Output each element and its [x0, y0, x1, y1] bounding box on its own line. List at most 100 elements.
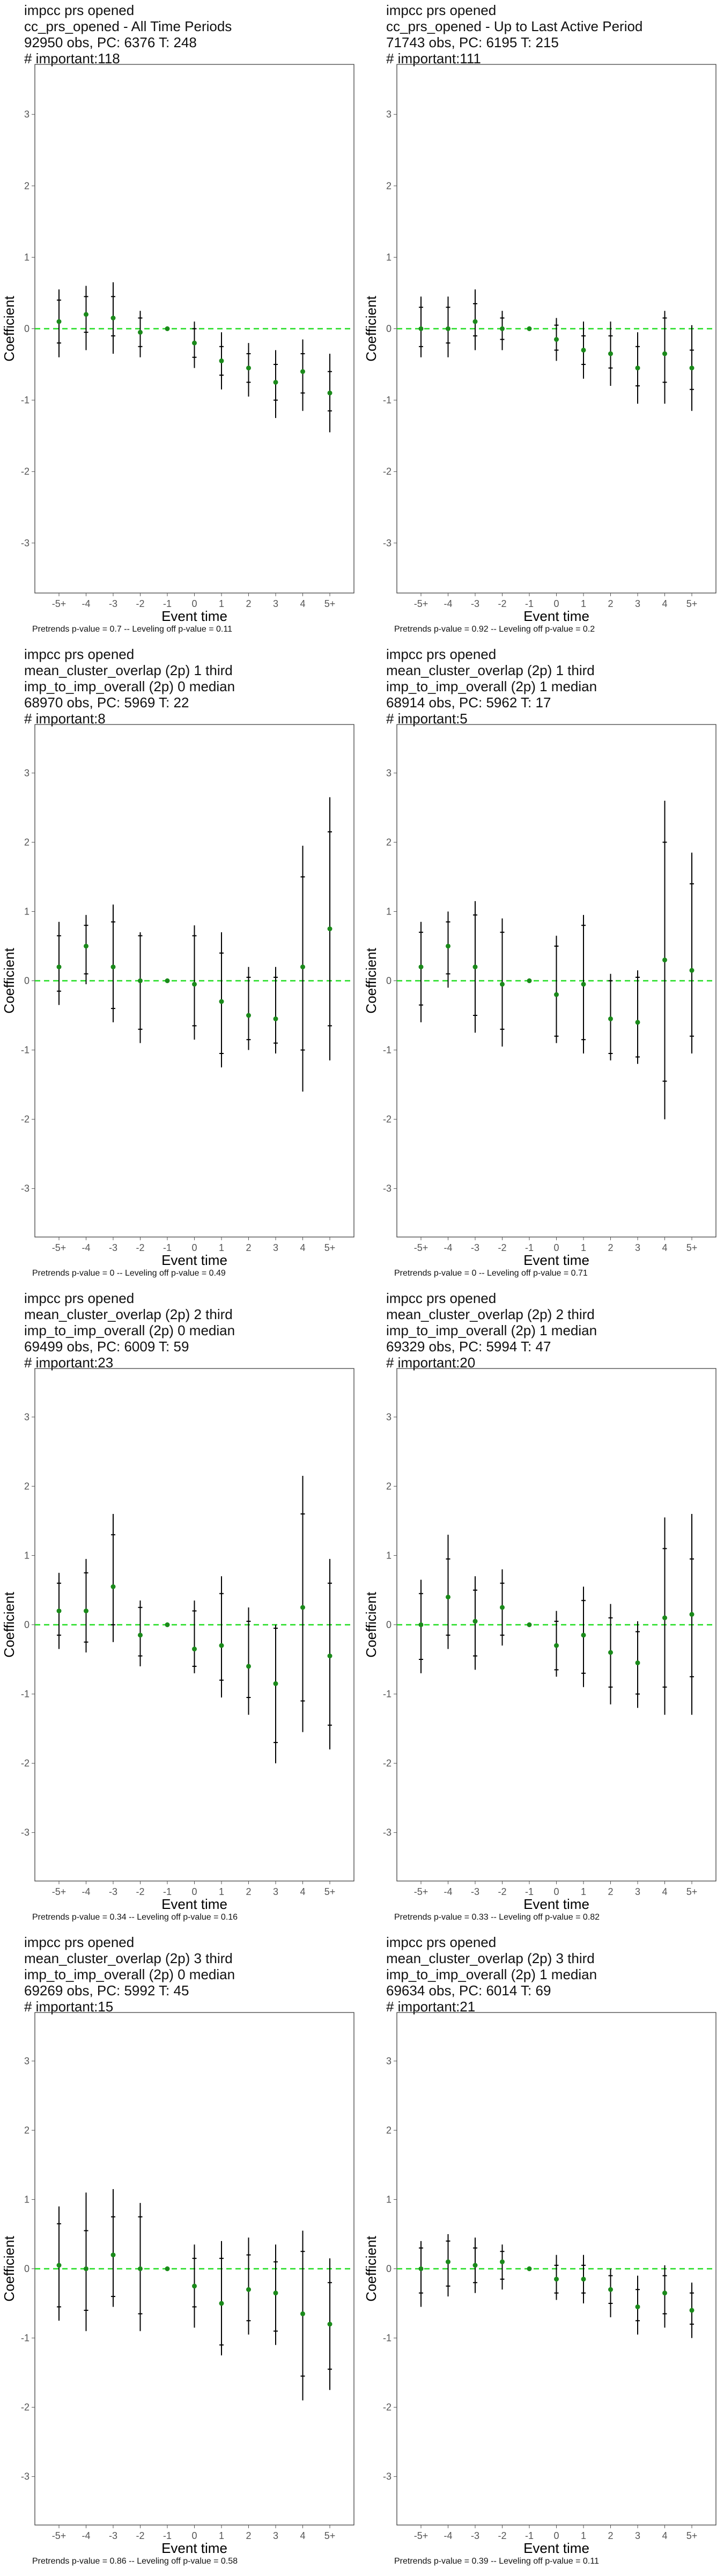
y-tick-label: -1: [21, 1045, 29, 1056]
y-tick-label: -2: [21, 2402, 29, 2413]
x-axis-label: Event time: [523, 608, 589, 624]
p-value-footnote: Pretrends p-value = 0 -- Leveling off p-…: [32, 1269, 226, 1278]
chart-title-line: mean_cluster_overlap (2p) 2 third: [24, 1306, 233, 1322]
x-tick-label: -2: [136, 1886, 144, 1897]
coefficient-point: [527, 978, 532, 983]
data-point-group: [500, 918, 505, 1047]
data-point-group: [110, 282, 116, 354]
coefficient-point: [662, 957, 667, 963]
chart-title-line: imp_to_imp_overall (2p) 1 median: [386, 1322, 597, 1338]
coefficient-point: [689, 2308, 695, 2313]
data-point-group: [273, 1624, 278, 1763]
chart-title-line: 69269 obs, PC: 5992 T: 45: [24, 1982, 189, 1999]
data-point-group: [418, 921, 424, 1022]
x-tick-label: -3: [109, 1242, 117, 1253]
data-point-group: [192, 925, 197, 1040]
coefficient-point: [327, 390, 333, 396]
coefficient-point: [165, 1622, 170, 1627]
data-point-group: [472, 1576, 478, 1670]
x-tick-label: 2: [608, 1886, 613, 1897]
data-point-group: [165, 326, 170, 331]
y-tick-label: 2: [24, 180, 29, 191]
chart-title-line: imp_to_imp_overall (2p) 0 median: [24, 1966, 235, 1982]
x-tick-label: 0: [191, 1242, 197, 1253]
y-tick-label: 0: [24, 324, 29, 334]
x-tick-label: 5+: [324, 1242, 336, 1253]
coefficient-point: [418, 326, 424, 331]
y-tick-label: 2: [386, 837, 391, 847]
y-tick-label: -1: [383, 2333, 391, 2344]
coefficient-point: [165, 2266, 170, 2271]
y-tick-label: -1: [383, 1045, 391, 1056]
data-point-group: [110, 2189, 116, 2307]
x-tick-label: 1: [581, 598, 586, 609]
chart-title-line: impcc prs opened: [24, 1290, 135, 1306]
data-point-group: [327, 2258, 333, 2390]
data-point-group: [446, 911, 450, 988]
data-point-group: [56, 289, 62, 357]
y-tick-label: -3: [21, 2471, 29, 2482]
chart-title: impcc prs opened mean_cluster_overlap (2p…: [24, 1290, 235, 1371]
y-axis-label: Coefficient: [363, 948, 379, 1014]
coefficient-point: [138, 2266, 143, 2271]
coefficient-point: [527, 1622, 532, 1627]
coefficient-point: [554, 992, 559, 997]
coefficient-point: [110, 316, 116, 321]
chart-title-line: impcc prs opened: [386, 2, 497, 18]
coefficient-point: [300, 369, 305, 374]
chart-title-line: 68914 obs, PC: 5962 T: 17: [386, 694, 551, 711]
x-tick-label: -2: [498, 1242, 506, 1253]
y-tick-label: -1: [21, 2333, 29, 2344]
y-tick-label: 1: [386, 252, 391, 262]
x-tick-label: 2: [246, 1886, 251, 1897]
data-point-group: [192, 1600, 197, 1673]
x-axis-label: Event time: [161, 1252, 227, 1268]
data-point-group: [635, 970, 640, 1064]
x-tick-label: -2: [136, 1242, 144, 1253]
data-point-group: [581, 1586, 586, 1687]
chart-panel: impcc prs opened cc_prs_opened - Up to La…: [362, 0, 724, 644]
coefficient-point: [56, 319, 62, 324]
chart-title-line: # important:118: [24, 50, 120, 67]
data-point-group: [327, 1558, 333, 1750]
coefficient-point: [327, 926, 333, 932]
x-tick-label: 4: [662, 1886, 667, 1897]
x-tick-label: 1: [581, 1242, 586, 1253]
coefficient-point: [219, 2301, 224, 2306]
x-tick-label: 4: [300, 598, 305, 609]
coefficient-point: [608, 2287, 613, 2292]
data-point-group: [327, 797, 333, 1060]
y-tick-label: -1: [383, 395, 391, 406]
chart-title-line: 71743 obs, PC: 6195 T: 215: [386, 34, 559, 50]
x-tick-label: -1: [163, 1242, 172, 1253]
chart-title-line: imp_to_imp_overall (2p) 0 median: [24, 1322, 235, 1338]
x-tick-label: 4: [300, 1886, 305, 1897]
chart-plot: -3 -2 -1 0 1 2 3 -5+ -4 -3 -2 -1 0 1 2 3 4 5+ Coefficient E…: [1, 64, 354, 624]
x-tick-label: -5+: [52, 598, 67, 609]
data-point-group: [219, 332, 224, 390]
chart-plot: -3 -2 -1 0 1 2 3 -5+ -4 -3 -2 -1 0 1 2 3 4 5+ Coefficient E…: [1, 2012, 354, 2556]
data-point-group: [527, 326, 532, 331]
x-tick-label: 2: [246, 1242, 251, 1253]
data-point-group: [138, 932, 143, 1043]
coefficient-point: [84, 312, 88, 317]
chart-title-line: mean_cluster_overlap (2p) 1 third: [24, 662, 233, 678]
chart-title-line: 92950 obs, PC: 6376 T: 248: [24, 34, 197, 50]
data-point-group: [554, 318, 559, 361]
x-tick-label: -5+: [414, 1242, 429, 1253]
coefficient-point: [192, 1646, 197, 1652]
coefficient-point: [608, 351, 613, 356]
data-point-group: [273, 2244, 278, 2345]
data-point-group: [608, 2268, 613, 2317]
data-point-group: [554, 935, 559, 1043]
x-axis-label: Event time: [523, 1896, 589, 1912]
x-tick-label: 3: [635, 2530, 640, 2541]
y-axis-label: Coefficient: [363, 296, 379, 362]
coefficient-point: [219, 1643, 224, 1648]
data-point-group: [110, 904, 116, 1022]
x-tick-label: 3: [273, 2530, 278, 2541]
data-point-group: [446, 296, 450, 357]
chart-title-line: impcc prs opened: [24, 2, 135, 18]
x-tick-label: -4: [82, 598, 90, 609]
data-point-group: [300, 2230, 305, 2401]
